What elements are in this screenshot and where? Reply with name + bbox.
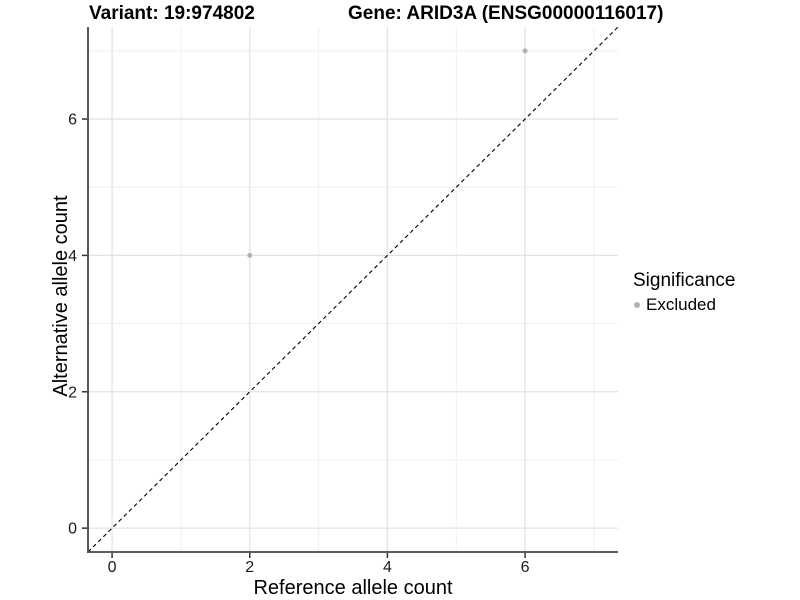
y-tick-label: 6 [68, 112, 77, 129]
x-axis-title: Reference allele count [253, 577, 453, 599]
legend-title: Significance [633, 270, 736, 291]
y-axis-title: Alternative allele count [50, 195, 72, 397]
y-tick-label: 0 [68, 521, 77, 538]
plot-title-gene: Gene: ARID3A (ENSG00000116017) [348, 3, 664, 24]
legend: Significance Excluded [630, 270, 735, 315]
legend-item-excluded: Excluded [630, 295, 735, 315]
identity-line [87, 26, 619, 553]
x-tick-label: 0 [108, 559, 117, 576]
legend-item-label: Excluded [646, 295, 716, 314]
x-tick-label: 2 [245, 559, 254, 576]
legend-key-dot [634, 302, 640, 308]
plot-title-variant: Variant: 19:974802 [89, 3, 255, 24]
x-tick-label: 6 [521, 559, 530, 576]
x-tick-label: 4 [383, 559, 392, 576]
y-tick-label: 2 [68, 384, 77, 401]
y-tick-label: 4 [68, 248, 77, 265]
data-point [522, 48, 528, 54]
data-point [247, 252, 253, 258]
